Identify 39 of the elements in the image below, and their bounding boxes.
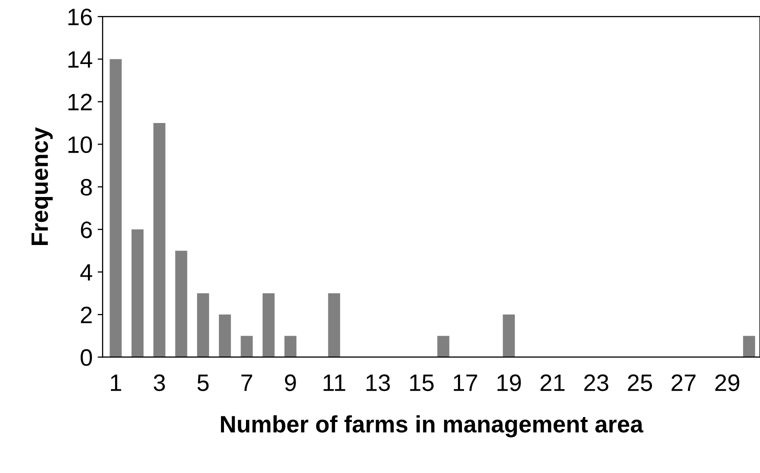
x-tick-label: 9 xyxy=(284,374,296,392)
bar xyxy=(284,336,296,358)
y-tick-label: 14 xyxy=(68,51,92,68)
x-tick-label: 7 xyxy=(241,374,252,391)
y-tick-label: 10 xyxy=(68,136,92,154)
bar xyxy=(502,314,515,358)
y-tick-label: 2 xyxy=(80,306,92,324)
y-tick-label: 4 xyxy=(80,264,92,281)
x-tick-label: 21 xyxy=(540,374,564,391)
x-tick-label: 3 xyxy=(154,374,165,392)
bar xyxy=(328,293,340,358)
x-tick-label: 25 xyxy=(628,374,652,392)
x-tick-label: 19 xyxy=(498,374,521,392)
bar xyxy=(175,250,188,358)
bar xyxy=(132,229,144,358)
bar xyxy=(262,293,275,358)
bar xyxy=(437,336,450,358)
y-tick-label: 0 xyxy=(80,349,92,366)
bar xyxy=(743,336,756,358)
x-axis-title: Number of farms in management area xyxy=(220,415,644,438)
y-tick-label: 6 xyxy=(80,221,92,238)
bar xyxy=(197,293,210,358)
y-axis-title: Frequency xyxy=(32,127,53,245)
bar xyxy=(240,336,253,358)
x-tick-label: 17 xyxy=(454,374,478,391)
bar xyxy=(153,122,166,358)
x-tick-label: 13 xyxy=(366,374,390,392)
y-tick-label: 16 xyxy=(68,8,92,26)
x-tick-label: 5 xyxy=(197,374,209,392)
x-tick-label: 27 xyxy=(672,374,696,391)
x-tick-label: 1 xyxy=(110,374,122,391)
y-tick-label: 8 xyxy=(80,178,92,196)
bar xyxy=(218,314,231,358)
x-tick-label: 11 xyxy=(324,374,346,391)
x-tick-label: 29 xyxy=(715,374,740,392)
bar xyxy=(110,59,122,358)
x-tick-label: 23 xyxy=(584,374,608,392)
x-tick-label: 15 xyxy=(410,374,434,392)
y-tick-label: 12 xyxy=(68,94,92,110)
